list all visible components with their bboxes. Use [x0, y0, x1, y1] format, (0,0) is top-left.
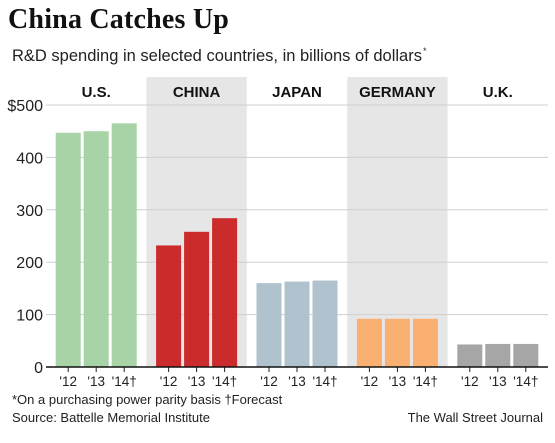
y-tick-label: $500 [7, 98, 43, 115]
y-tick-label: 100 [16, 308, 43, 325]
group-label: U.S. [82, 84, 111, 101]
bar [212, 218, 238, 367]
group-label: CHINA [173, 84, 221, 101]
subtitle-footnote-mark: * [422, 46, 427, 56]
group-label: U.K. [483, 84, 513, 101]
bar [384, 318, 410, 367]
x-tick-label: '14† [413, 374, 438, 389]
x-tick-label: '13 [389, 374, 407, 389]
y-tick-label: 200 [16, 255, 43, 272]
bar [111, 123, 137, 367]
bar [485, 343, 511, 367]
bar [55, 132, 81, 367]
chart-title: China Catches Up [8, 4, 230, 35]
bar [356, 318, 382, 367]
bar [256, 283, 282, 367]
x-tick-label: '14† [212, 374, 237, 389]
bar [412, 318, 438, 367]
y-tick-label: 300 [16, 203, 43, 220]
x-tick-label: '12 [260, 374, 278, 389]
group-label: GERMANY [359, 84, 436, 101]
credit-label: The Wall Street Journal [407, 410, 543, 425]
x-tick-label: '13 [288, 374, 306, 389]
bar [184, 231, 210, 367]
footnote: *On a purchasing power parity basis †For… [12, 392, 283, 407]
x-tick-label: '13 [188, 374, 206, 389]
highlight-band [347, 77, 448, 367]
subtitle-text: R&D spending in selected countries, in b… [12, 47, 422, 65]
bar [513, 343, 539, 367]
x-tick-label: '14† [513, 374, 538, 389]
x-tick-label: '12 [59, 374, 77, 389]
bar [83, 131, 109, 367]
y-tick-label: 400 [16, 150, 43, 167]
x-tick-label: '12 [361, 374, 379, 389]
x-tick-label: '12 [461, 374, 479, 389]
x-tick-label: '13 [87, 374, 105, 389]
group-label: JAPAN [272, 84, 322, 101]
source-note: Source: Battelle Memorial Institute [12, 410, 210, 425]
x-tick-label: '12 [160, 374, 178, 389]
bar [284, 281, 310, 367]
bar [312, 280, 338, 367]
x-tick-label: '14† [312, 374, 337, 389]
x-tick-label: '14† [112, 374, 137, 389]
x-tick-label: '13 [489, 374, 507, 389]
bar [156, 245, 182, 367]
chart-subtitle: R&D spending in selected countries, in b… [12, 46, 427, 66]
bar [457, 344, 483, 367]
y-tick-label: 0 [34, 360, 43, 377]
